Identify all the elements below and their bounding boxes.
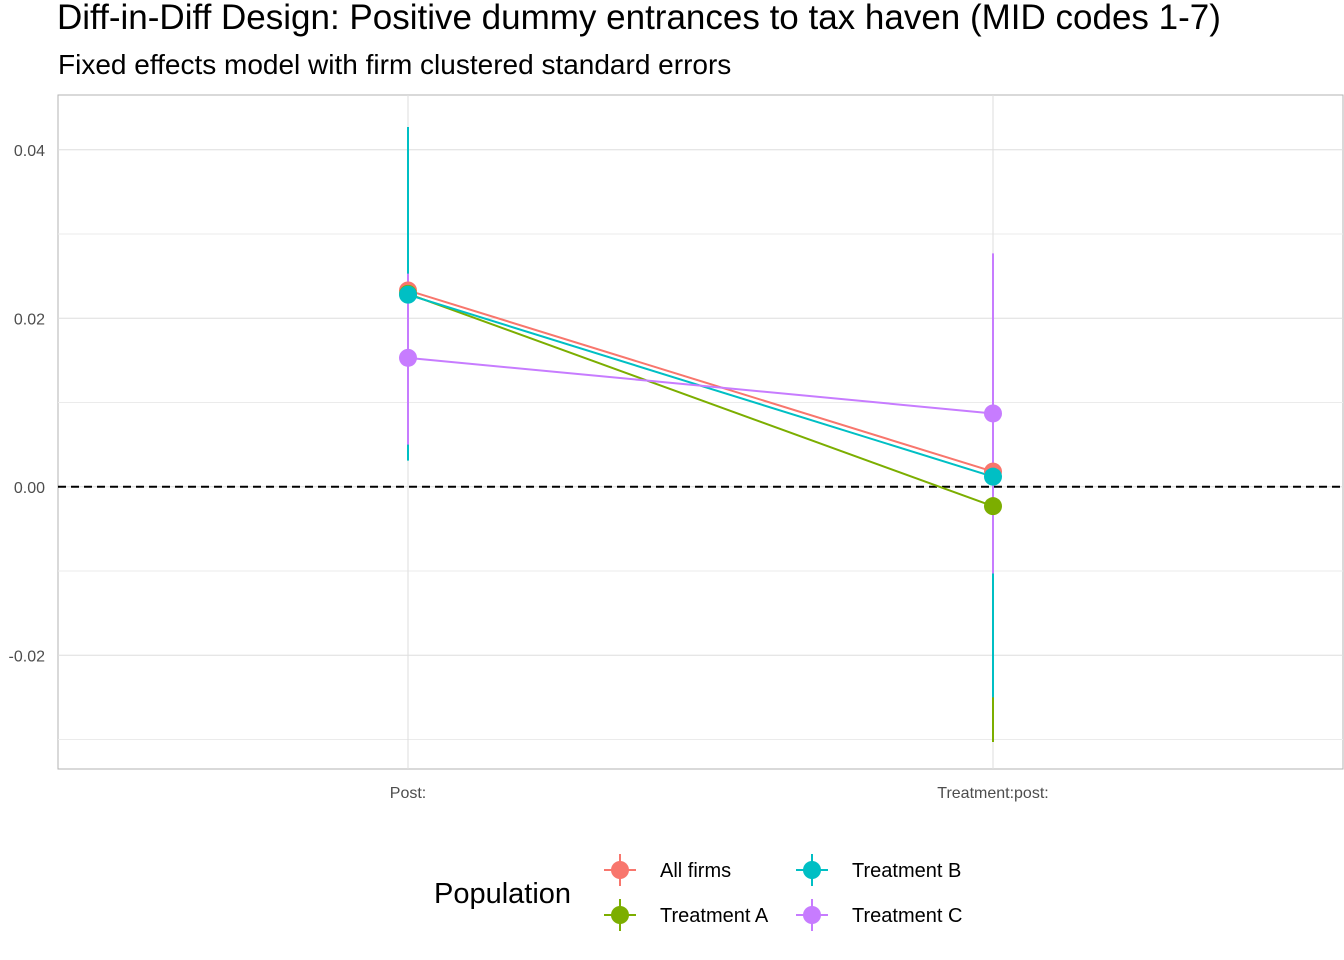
chart-title: Diff-in-Diff Design: Positive dummy entr… bbox=[57, 0, 1221, 37]
series-line-treatment-a bbox=[407, 292, 994, 508]
y-tick-label: -0.02 bbox=[9, 648, 46, 665]
point-treatment-c bbox=[399, 348, 417, 367]
point-treatment-a bbox=[984, 497, 1002, 516]
x-tick-label: Post: bbox=[390, 785, 426, 802]
legend-key-point-all-firms bbox=[611, 861, 629, 879]
panel-border bbox=[57, 94, 1344, 770]
y-tick-label: 0.04 bbox=[14, 143, 45, 160]
legend-label-all-firms: All firms bbox=[660, 860, 731, 882]
point-treatment-b bbox=[984, 467, 1002, 486]
plot-area: -0.02 0.00 0.02 0.04 Post: Treatment:post: bbox=[9, 94, 1344, 802]
series-line-treatment-c bbox=[407, 356, 994, 415]
point-treatment-b bbox=[399, 285, 417, 304]
legend-key-point-treatment-a bbox=[611, 906, 629, 924]
legend-title: Population bbox=[434, 878, 571, 910]
legend-label-treatment-a: Treatment A bbox=[660, 905, 769, 927]
point-treatment-c bbox=[984, 404, 1002, 423]
y-tick-label: 0.02 bbox=[14, 311, 45, 328]
y-tick-label: 0.00 bbox=[14, 480, 45, 497]
chart-subtitle: Fixed effects model with firm clustered … bbox=[58, 49, 731, 80]
legend: Population All firms Treatment A Treatment… bbox=[434, 854, 962, 931]
legend-label-treatment-b: Treatment B bbox=[852, 860, 961, 882]
legend-key-point-treatment-c bbox=[803, 906, 821, 924]
legend-label-treatment-c: Treatment C bbox=[852, 905, 962, 927]
series-line-all-firms bbox=[407, 289, 994, 473]
legend-key-point-treatment-b bbox=[803, 861, 821, 879]
x-tick-label: Treatment:post: bbox=[937, 785, 1048, 802]
